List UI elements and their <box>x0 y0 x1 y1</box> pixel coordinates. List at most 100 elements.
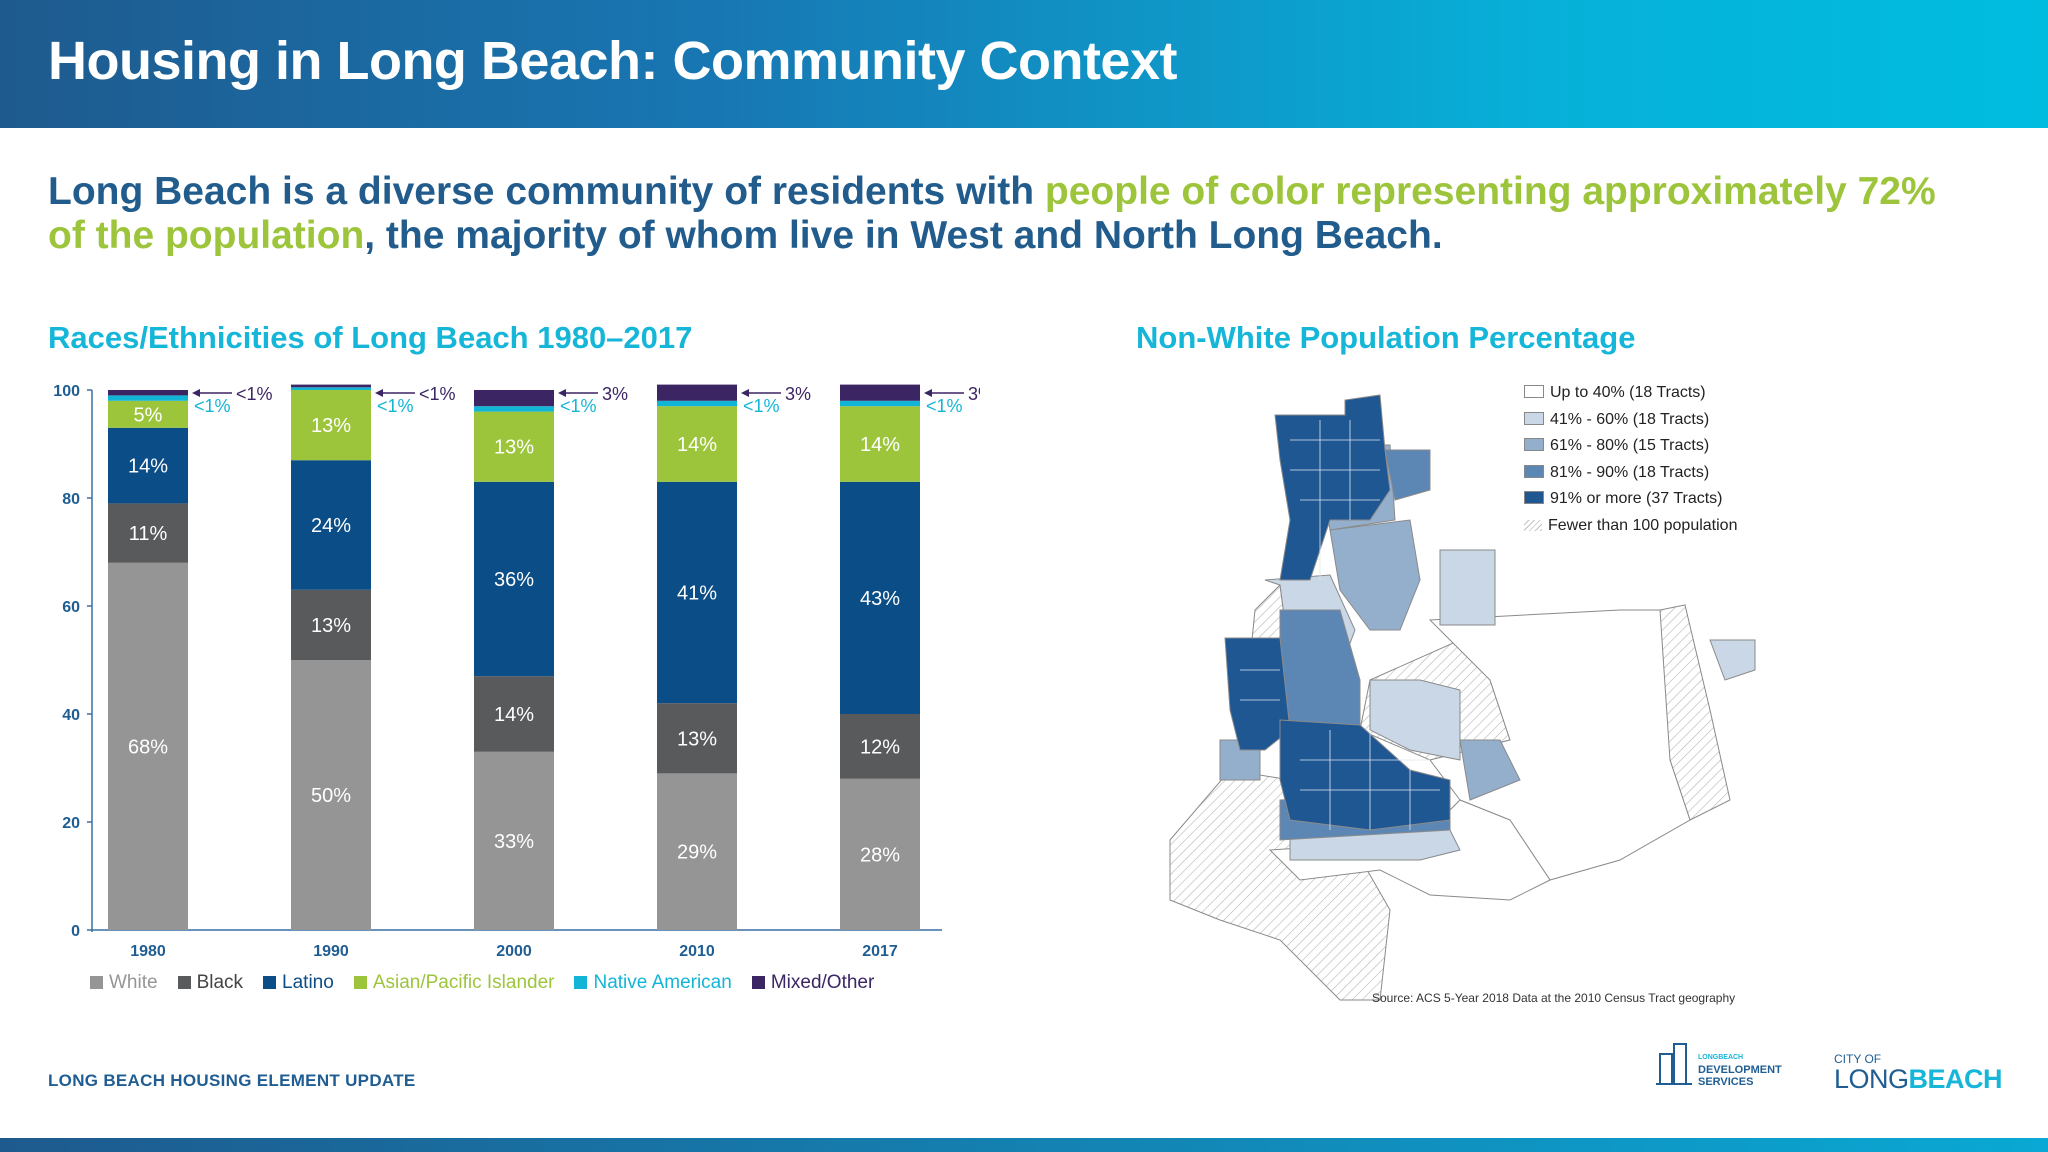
data-label: 14% <box>860 434 900 456</box>
bar-segment-black <box>108 503 188 563</box>
legend-item: Latino <box>263 972 334 994</box>
x-tick-label: 2017 <box>862 943 898 960</box>
data-label: 36% <box>494 569 534 591</box>
map-legend-swatch <box>1524 464 1544 478</box>
bar-segment-white <box>291 660 371 930</box>
building-icon <box>1656 1043 1692 1085</box>
y-tick-label: 20 <box>62 815 80 832</box>
map-legend-item: 61% - 80% (15 Tracts) <box>1524 433 1737 460</box>
y-tick-label: 60 <box>62 599 80 616</box>
data-label-annotation: <1% <box>419 384 456 404</box>
legend-label: Asian/Pacific Islander <box>372 972 555 993</box>
bar-segment-latino <box>840 481 920 714</box>
data-label: 14% <box>677 434 717 456</box>
map-area-91-north <box>1274 394 1391 581</box>
data-label-annotation: <1% <box>743 396 780 416</box>
bar-segment-latino <box>291 460 371 590</box>
data-label: 43% <box>860 588 900 610</box>
bar-segment-native-american <box>108 395 188 401</box>
bar-segment-white <box>840 778 920 930</box>
map-area-61-80-east <box>1459 739 1521 801</box>
chart-title: Races/Ethnicities of Long Beach 1980–201… <box>48 320 693 355</box>
map-legend-item: 81% - 90% (18 Tracts) <box>1524 460 1737 487</box>
city-of-long-beach-logo: CITY OF LONGBEACH <box>1834 1052 2003 1095</box>
data-label-annotation: <1% <box>560 396 597 416</box>
data-label: 13% <box>311 415 351 437</box>
map-legend-label: 91% or more (37 Tracts) <box>1550 490 1723 507</box>
data-label-annotation: 3% <box>602 384 628 404</box>
legend-label: Black <box>196 972 244 993</box>
map-legend-item: Fewer than 100 population <box>1524 513 1737 540</box>
logo-city-small: CITY OF <box>1834 1052 1882 1066</box>
x-tick-label: 1990 <box>313 943 349 960</box>
x-tick-label: 2010 <box>679 943 715 960</box>
map-area-81-90-c <box>1384 449 1431 501</box>
map-legend-swatch <box>1524 411 1544 425</box>
bar-segment-white <box>657 773 737 930</box>
y-tick-label: 40 <box>62 707 80 724</box>
legend-item: Asian/Pacific Islander <box>353 972 555 994</box>
intro-statement: Long Beach is a diverse community of res… <box>48 170 1948 258</box>
data-label: 5% <box>134 404 163 426</box>
intro-part1: Long Beach is a diverse community of res… <box>48 170 1045 213</box>
footer-label: LONG BEACH HOUSING ELEMENT UPDATE <box>48 1071 416 1090</box>
legend-swatch <box>177 976 191 989</box>
data-label: 13% <box>677 728 717 750</box>
y-tick-label: 80 <box>62 491 80 508</box>
bar-segment-asian-pacific-islander <box>657 406 737 482</box>
data-label: 33% <box>494 831 534 853</box>
map-legend-swatch <box>1524 438 1544 451</box>
header-banner: Housing in Long Beach: Community Context <box>0 0 2048 128</box>
logo-city-wordmark: LONGBEACH <box>1834 1064 2003 1094</box>
data-label: 14% <box>128 456 168 478</box>
footer-bar <box>0 1138 2048 1152</box>
map-legend-swatch <box>1524 519 1542 531</box>
bar-segment-latino <box>108 427 188 504</box>
bar-segment-asian-pacific-islander <box>840 406 920 482</box>
data-label: 28% <box>860 844 900 866</box>
y-tick-label: 0 <box>71 923 80 940</box>
legend-label: White <box>109 972 158 993</box>
map-legend-item: 91% or more (37 Tracts) <box>1524 486 1737 513</box>
data-label: 50% <box>311 785 351 807</box>
legend-swatch <box>353 976 367 989</box>
map-legend-item: Up to 40% (18 Tracts) <box>1524 380 1737 407</box>
map-legend-label: 41% - 60% (18 Tracts) <box>1550 410 1710 428</box>
bar-segment-black <box>657 703 737 774</box>
bar-segment-asian-pacific-islander <box>291 390 371 461</box>
data-label: 13% <box>494 437 534 459</box>
x-tick-label: 1980 <box>130 943 166 960</box>
bar-segment-mixed-other <box>474 390 554 407</box>
legend-swatch <box>574 976 588 989</box>
chart-legend: White Black Latino Asian/Pacific Islander Na… <box>90 972 894 994</box>
map-legend: Up to 40% (18 Tracts) 41% - 60% (18 Tract… <box>1524 380 1737 539</box>
annotation-arrowhead <box>924 389 932 397</box>
census-tract-map <box>1169 394 1756 1001</box>
map-source-note: Source: ACS 5-Year 2018 Data at the 2010… <box>1372 991 1736 1005</box>
legend-swatch <box>90 976 103 989</box>
bar-segment-black <box>840 714 920 779</box>
data-label-annotation: 3% <box>968 384 980 404</box>
map-legend-swatch <box>1524 385 1544 398</box>
bar-segment-latino <box>657 481 737 704</box>
annotation-arrowhead <box>741 389 749 397</box>
logo-dev-line1: DEVELOPMENT <box>1698 1064 1782 1076</box>
bar-segment-mixed-other <box>108 390 188 396</box>
page-title: Housing in Long Beach: Community Context <box>48 31 1177 91</box>
map-legend-label: 81% - 90% (18 Tracts) <box>1550 463 1710 481</box>
bar-segment-native-american <box>840 400 920 407</box>
legend-item: Native American <box>574 972 732 994</box>
map-legend-label: Up to 40% (18 Tracts) <box>1550 384 1706 401</box>
map-area-91-central <box>1279 719 1451 831</box>
data-label-annotation: <1% <box>377 396 414 416</box>
bar-segment-native-american <box>474 406 554 412</box>
data-label-annotation: <1% <box>194 396 231 416</box>
data-label: 29% <box>677 842 717 864</box>
map-legend-label: 61% - 80% (15 Tracts) <box>1550 437 1710 454</box>
data-label-annotation: <1% <box>926 396 963 416</box>
data-label: 13% <box>311 615 351 637</box>
map-area-41-60-east <box>1709 639 1756 681</box>
legend-label: Mixed/Other <box>770 972 875 993</box>
map-area-91-west <box>1224 637 1291 751</box>
